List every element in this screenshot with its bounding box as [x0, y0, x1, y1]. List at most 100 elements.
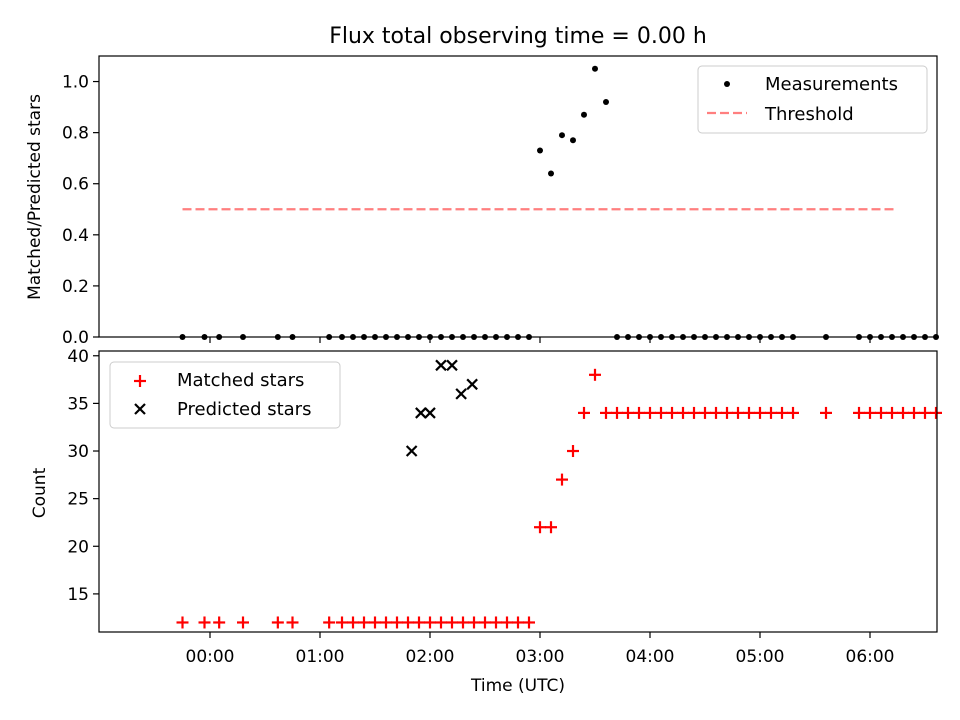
matched-star-point: [391, 616, 403, 629]
matched-star-point: [347, 616, 359, 629]
bottom-y-tick-label: 35: [67, 394, 89, 414]
bottom-y-axis-label: Count: [30, 467, 50, 518]
matched-star-point: [336, 616, 348, 629]
predicted-star-point: [424, 407, 436, 419]
top-y-tick-label: 1.0: [62, 73, 89, 93]
matched-star-point: [688, 406, 700, 419]
bottom-legend-box: [109, 361, 341, 429]
bottom-x-ticks: 00:00 01:00 02:00 03:00 04:00 05:00 06:00: [186, 632, 895, 667]
bottom-y-tick-label: 15: [67, 585, 89, 605]
matched-star-point: [545, 521, 557, 534]
matched-star-point: [446, 616, 458, 629]
matched-star-point: [754, 406, 766, 419]
legend-matched-marker: [134, 375, 146, 387]
matched-star-point: [523, 616, 535, 629]
matched-star-point: [919, 406, 931, 419]
matched-star-point: [930, 406, 942, 419]
legend-threshold-label: Threshold: [764, 104, 854, 125]
predicted-star-point: [415, 407, 427, 419]
matched-star-point: [666, 406, 678, 419]
matched-star-point: [286, 616, 299, 629]
top-y-tick-label: 0.2: [62, 277, 89, 297]
matched-star-point: [633, 406, 645, 419]
matched-star-point: [743, 406, 755, 419]
predicted-star-point: [435, 359, 447, 372]
predicted-star-point: [455, 388, 467, 400]
matched-star-point: [622, 406, 634, 419]
matched-star-point: [886, 406, 898, 419]
matched-star-point: [457, 616, 469, 629]
top-y-ticks: 0.0 0.2 0.4 0.6 0.8 1.0: [62, 73, 99, 348]
matched-star-point: [380, 616, 392, 629]
top-legend-box: [697, 65, 928, 134]
matched-star-point: [271, 616, 284, 629]
matched-star-point: [776, 406, 788, 419]
measurement-point: [559, 132, 565, 139]
top-plot-frame: [98, 55, 938, 338]
top-legend: Measurements Threshold: [697, 65, 928, 134]
matched-star-point: [402, 616, 414, 629]
matched-star-point: [512, 616, 524, 629]
matched-star-point: [369, 616, 381, 629]
matched-star-point: [556, 473, 568, 486]
matched-star-point: [875, 406, 887, 419]
matched-star-point: [644, 406, 656, 419]
matched-star-point: [413, 616, 425, 629]
matched-star-point: [176, 616, 189, 629]
bottom-x-tick-label: 02:00: [406, 647, 455, 667]
legend-matched-label: Matched stars: [177, 370, 304, 391]
measurement-point: [581, 111, 587, 118]
measurement-point: [537, 147, 543, 154]
top-panel: Flux total observing time = 0.00 h Match…: [25, 24, 939, 348]
matched-star-point: [897, 406, 909, 419]
matched-star-point: [237, 616, 249, 629]
bottom-x-tick-label: 01:00: [296, 647, 345, 667]
matched-star-point: [864, 406, 876, 419]
bottom-y-ticks: 15 20 25 30 35 40: [67, 347, 99, 605]
bottom-plot-frame: [98, 350, 938, 633]
matched-star-point: [578, 406, 590, 419]
matched-star-point: [490, 616, 502, 629]
top-y-axis-label: Matched/Predicted stars: [25, 94, 45, 300]
measurement-point: [570, 137, 576, 144]
matched-star-point: [567, 445, 579, 458]
matched-star-point: [732, 406, 744, 419]
matched-star-point: [501, 616, 513, 629]
bottom-y-tick-label: 30: [67, 442, 89, 462]
legend-measurements-label: Measurements: [765, 74, 898, 95]
legend-measurements-marker: [724, 81, 730, 87]
bottom-panel: Count Time (UTC) 15 20 25 30 35 40 00:00 01:00…: [30, 347, 942, 696]
matched-star-point: [213, 616, 226, 629]
measurement-point: [548, 170, 554, 177]
predicted-star-point: [446, 359, 458, 372]
bottom-x-tick-label: 00:00: [186, 647, 235, 667]
matched-star-point: [820, 406, 832, 419]
matched-star-point: [424, 616, 436, 629]
bottom-x-tick-label: 03:00: [516, 647, 565, 667]
top-y-tick-label: 0.0: [62, 328, 89, 348]
matched-star-point: [655, 406, 667, 419]
measurement-point: [603, 98, 609, 105]
matched-star-point: [198, 616, 211, 629]
matched-star-point: [699, 406, 711, 419]
matched-star-point: [765, 406, 777, 419]
predicted-star-point: [405, 445, 418, 457]
top-chart-title: Flux total observing time = 0.00 h: [329, 24, 707, 49]
bottom-legend: Matched stars Predicted stars: [109, 361, 341, 429]
bottom-x-tick-label: 06:00: [846, 647, 895, 667]
legend-predicted-label: Predicted stars: [177, 399, 311, 420]
matched-star-point: [908, 406, 920, 419]
matched-star-point: [468, 616, 480, 629]
matched-star-point: [710, 406, 722, 419]
matched-star-point: [358, 616, 370, 629]
bottom-x-tick-label: 05:00: [736, 647, 785, 667]
bottom-y-tick-label: 40: [67, 347, 89, 367]
bottom-x-tick-label: 04:00: [626, 647, 675, 667]
matched-star-point: [600, 406, 612, 419]
bottom-y-tick-label: 25: [67, 490, 89, 510]
matched-star-point: [589, 368, 601, 381]
bottom-y-tick-label: 20: [67, 537, 89, 557]
measurement-point: [592, 65, 598, 72]
matched-star-point: [787, 406, 799, 419]
